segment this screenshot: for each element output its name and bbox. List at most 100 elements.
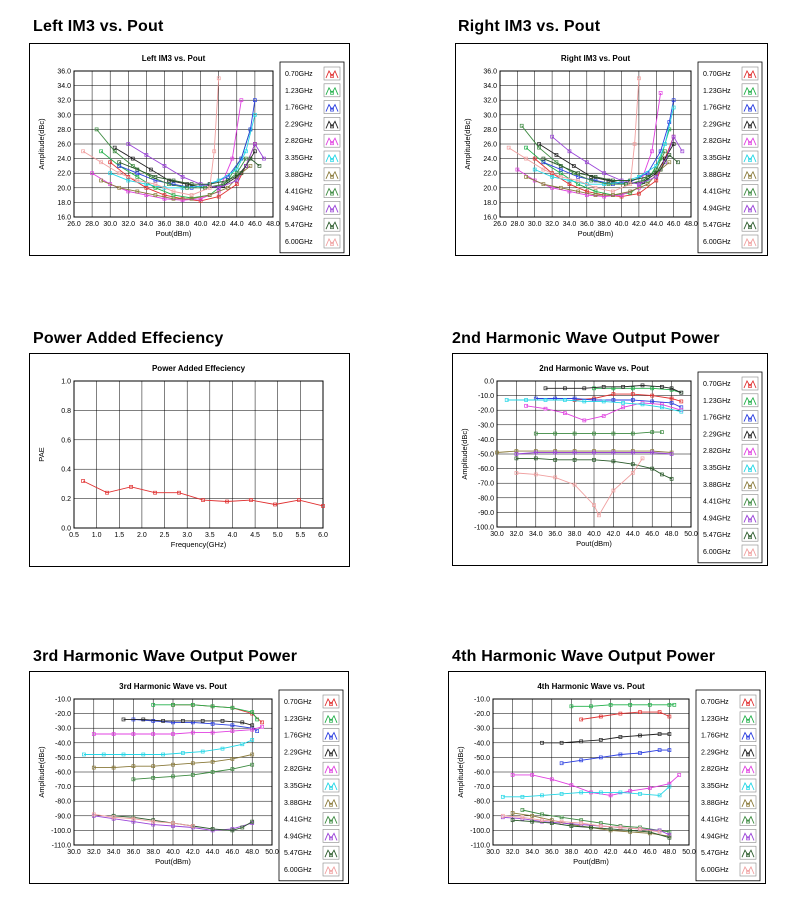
data-point: [543, 386, 548, 391]
data-point: [572, 450, 577, 455]
legend-label: 1.76GHz: [701, 733, 729, 740]
y-tick-label: -10.0: [55, 697, 71, 704]
data-point: [598, 714, 603, 719]
data-point: [244, 156, 248, 161]
legend-swatch-line: [743, 103, 757, 112]
data-point: [321, 504, 325, 508]
legend-swatch-box: [322, 745, 340, 759]
data-point: [225, 185, 230, 190]
legend-swatch-marker: [748, 191, 752, 196]
h4-chart: 4th Harmonic Wave vs. Pout 30.0 32.0 34.0 36…: [456, 682, 761, 882]
legend-swatch-marker: [748, 158, 752, 162]
x-tick-label: 36.0: [580, 221, 594, 228]
data-point: [207, 193, 212, 197]
data-point: [171, 821, 175, 825]
data-point: [593, 178, 598, 183]
data-point: [249, 498, 253, 502]
legend-swatch-marker: [748, 552, 752, 556]
legend-swatch-line: [741, 698, 755, 707]
y-tick-label: 24.0: [57, 156, 71, 163]
y-tick-label: -100.0: [51, 828, 71, 835]
series-line: [522, 809, 670, 833]
data-point: [660, 405, 664, 410]
data-point: [91, 732, 96, 736]
data-point: [198, 199, 203, 203]
legend-label: 3.35GHz: [703, 465, 731, 472]
series-line: [581, 711, 670, 720]
legend-label: 4.94GHz: [285, 205, 313, 212]
data-point: [663, 160, 667, 165]
data-point: [679, 390, 684, 395]
data-point: [660, 384, 664, 389]
data-point: [543, 398, 548, 402]
data-point: [638, 792, 642, 796]
legend-swatch-box: [323, 66, 341, 81]
x-tick-label: 32.0: [510, 531, 524, 538]
data-point: [618, 825, 623, 830]
h3-heading: 3rd Harmonic Wave Output Power: [33, 648, 298, 665]
legend-swatch-marker: [329, 819, 333, 824]
data-point: [141, 752, 146, 757]
legend-swatch-box: [741, 460, 759, 475]
data-point: [567, 182, 572, 186]
legend-swatch-marker: [746, 836, 750, 841]
data-point: [220, 746, 225, 751]
data-point: [598, 790, 603, 795]
data-point: [647, 786, 652, 790]
data-point: [250, 727, 255, 732]
data-point: [121, 752, 126, 757]
legend-swatch-line: [741, 866, 755, 875]
data-point: [541, 167, 546, 172]
data-point: [611, 189, 615, 194]
x-tick-label: 5.5: [295, 532, 305, 539]
x-axis-label: Pout(dBm): [578, 229, 614, 238]
data-point: [576, 171, 580, 176]
data-point: [108, 171, 113, 176]
y-tick-label: -90.0: [478, 510, 494, 517]
data-point: [230, 705, 235, 710]
series-line: [516, 452, 672, 455]
y-tick-label: 26.0: [57, 142, 71, 149]
x-tick-label: 48.0: [663, 849, 677, 856]
y-axis-label: Amplitude(dBc): [456, 746, 465, 798]
data-point: [611, 459, 616, 464]
data-point: [520, 815, 525, 820]
data-point: [543, 406, 548, 411]
data-point: [628, 789, 633, 793]
y-tick-label: -80.0: [478, 495, 494, 502]
x-tick-label: 38.0: [565, 849, 579, 856]
data-point: [611, 193, 615, 197]
y-tick-label: 28.0: [57, 127, 71, 134]
x-tick-label: 30.0: [103, 221, 117, 228]
data-point: [207, 185, 212, 190]
y-axis-label: PAE: [37, 447, 46, 461]
data-point: [112, 149, 117, 154]
data-point: [563, 386, 567, 391]
legend-swatch-box: [322, 829, 340, 843]
data-point: [250, 752, 255, 757]
data-point: [189, 182, 194, 186]
legend-swatch-marker: [748, 535, 752, 540]
data-point: [130, 156, 135, 161]
data-point: [606, 178, 611, 183]
x-tick-label: 48.0: [665, 531, 679, 538]
y-tick-label: 22.0: [57, 171, 71, 178]
data-point: [660, 472, 664, 477]
data-point: [189, 196, 194, 201]
legend-swatch-box: [323, 217, 341, 232]
y-tick-label: 22.0: [483, 171, 497, 178]
y-tick-label: 0.4: [61, 467, 71, 474]
legend-label: 5.47GHz: [284, 850, 312, 857]
legend-swatch-line: [325, 238, 339, 247]
plot-area: [499, 70, 692, 218]
data-point: [524, 145, 528, 150]
data-point: [131, 816, 136, 821]
legend-swatch-line: [741, 714, 755, 723]
data-point: [640, 456, 645, 461]
data-point: [540, 793, 544, 798]
data-point: [171, 182, 176, 186]
y-tick-label: -100.0: [470, 828, 490, 835]
data-point: [671, 134, 676, 139]
legend-swatch-marker: [746, 819, 750, 824]
data-point: [504, 398, 509, 402]
